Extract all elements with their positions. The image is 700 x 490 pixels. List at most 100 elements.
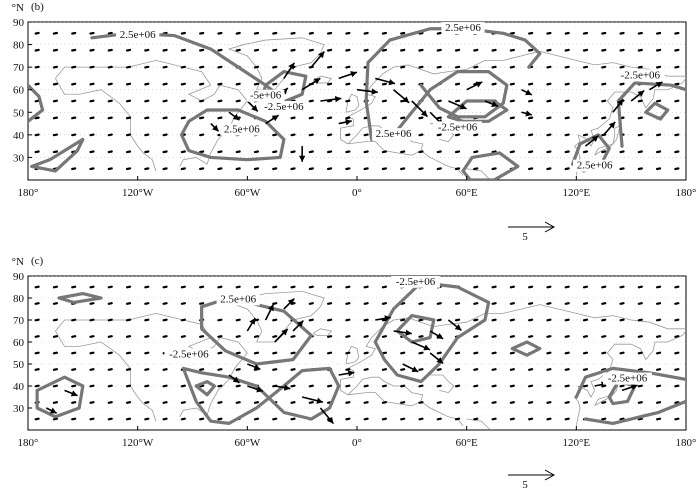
vector-dot — [473, 368, 479, 371]
vector-dot — [326, 48, 333, 52]
vector-dot — [582, 401, 589, 404]
vector-dot — [491, 285, 497, 289]
vector-dot — [509, 116, 515, 120]
vector-dot — [637, 351, 643, 355]
vector-dot — [363, 150, 369, 154]
vector-dot — [253, 48, 260, 52]
vector-dot — [89, 48, 95, 52]
vector-dot — [71, 401, 77, 404]
vector-dot — [601, 150, 607, 154]
x-tick-label: 60°W — [234, 187, 260, 199]
vector-dot — [363, 335, 369, 338]
contour-label: 2.5e+06 — [220, 293, 256, 305]
contour-label: 2.5e+06 — [120, 29, 156, 41]
vector-dot — [272, 285, 278, 289]
vector-dot — [272, 368, 278, 371]
vector-dot — [89, 335, 95, 338]
vector-dot — [71, 384, 77, 388]
vector-dot — [107, 384, 113, 388]
vector-dot — [473, 401, 479, 404]
y-tick-label: 60 — [13, 337, 25, 349]
vector-dot — [528, 417, 534, 421]
vector-dot — [363, 401, 369, 404]
vector-dot — [162, 302, 168, 305]
wind-vector — [338, 71, 358, 80]
vector-dot — [199, 31, 205, 35]
vector-dot — [381, 302, 388, 305]
vector-dot — [655, 351, 662, 355]
vector-dot — [217, 48, 223, 52]
vector-dot — [674, 302, 680, 305]
vector-dot — [418, 167, 424, 171]
vector-dot — [454, 401, 461, 404]
vector-dot — [655, 65, 662, 69]
vector-dot — [655, 150, 662, 154]
vector-dot — [180, 318, 186, 322]
wind-vector — [310, 51, 325, 68]
vector-dot — [253, 351, 260, 355]
vector-dot — [235, 318, 241, 322]
vector-dot — [528, 48, 534, 52]
vector-dot — [162, 65, 168, 69]
coastline — [466, 168, 491, 180]
wind-vector — [246, 100, 259, 112]
vector-dot — [418, 351, 424, 355]
contour-line — [461, 151, 520, 180]
vector-dot — [674, 31, 680, 35]
vector-dot — [144, 384, 150, 388]
contour-label: -2.5e+06 — [438, 121, 478, 133]
wind-vector — [584, 135, 599, 147]
vector-dot — [582, 285, 589, 289]
vector-dot — [345, 318, 351, 322]
vector-dot — [363, 48, 369, 52]
vector-dot — [89, 384, 95, 388]
wind-vector — [429, 352, 444, 365]
vector-dot — [473, 167, 479, 171]
vector-dot — [473, 48, 479, 52]
vector-dot — [528, 82, 534, 86]
vector-dot — [546, 99, 552, 103]
vector-dot — [89, 116, 95, 120]
vector-dot — [601, 368, 607, 371]
vector-dot — [674, 48, 680, 52]
vector-dot — [564, 99, 570, 103]
vector-dot — [582, 116, 589, 120]
vector-dot — [144, 99, 150, 103]
vector-dot — [326, 99, 333, 103]
vector-dot — [546, 335, 552, 338]
vector-dot — [546, 150, 552, 154]
vector-dot — [52, 65, 59, 69]
vector-dot — [107, 65, 113, 69]
vector-dot — [34, 99, 40, 103]
vector-dot — [89, 82, 95, 86]
wind-vector — [630, 89, 645, 102]
vector-dot — [71, 335, 77, 338]
vector-dot — [272, 65, 278, 69]
wind-vector — [375, 315, 392, 322]
vector-dot — [125, 351, 132, 355]
vector-dot — [162, 150, 168, 154]
vector-dot — [162, 48, 168, 52]
vector-dot — [34, 116, 40, 120]
vector-dot — [601, 302, 607, 305]
coastline — [573, 78, 686, 176]
vector-dot — [89, 302, 95, 305]
vector-dot — [454, 368, 461, 371]
vector-dot — [308, 31, 314, 35]
vector-dot — [546, 285, 552, 289]
vector-dot — [528, 384, 534, 388]
vector-dot — [107, 318, 113, 322]
vector-dot — [418, 417, 424, 421]
vector-dot — [308, 302, 314, 305]
vector-dot — [509, 285, 515, 289]
vector-dot — [509, 368, 515, 371]
vector-dot — [89, 167, 95, 171]
vector-dot — [125, 368, 132, 371]
vector-dot — [144, 318, 150, 322]
vector-dot — [199, 116, 205, 120]
vector-dot — [637, 417, 643, 421]
wind-vector — [521, 110, 533, 117]
vector-dot — [436, 401, 442, 404]
vector-dot — [345, 65, 351, 69]
reference-vector-label: 5 — [522, 231, 528, 243]
